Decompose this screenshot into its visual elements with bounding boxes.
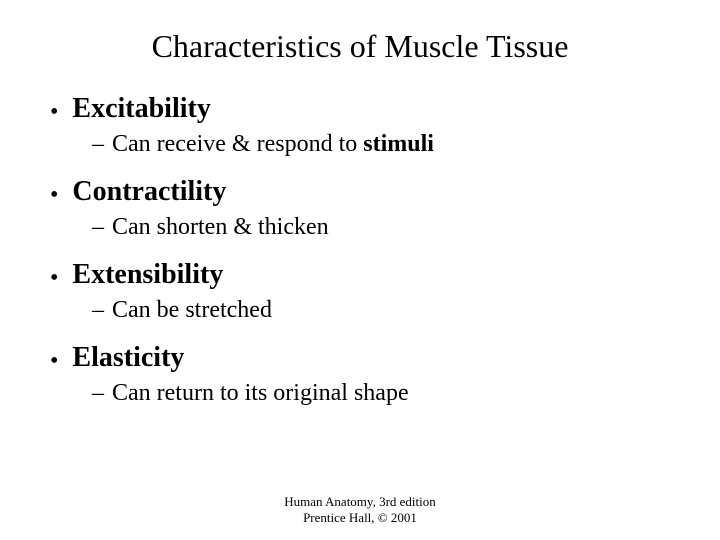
bullet-icon: • — [50, 266, 58, 290]
footer-line-1: Human Anatomy, 3rd edition — [0, 494, 720, 510]
bullet-heading: Excitability — [72, 93, 210, 125]
sub-text: Can return to its original shape — [112, 380, 409, 407]
sub-text: Can receive & respond to stimuli — [112, 131, 434, 158]
bullet-item: • Excitability — [50, 93, 680, 125]
dash-icon: – — [92, 214, 104, 241]
sub-item: – Can return to its original shape — [50, 380, 680, 407]
bullet-icon: • — [50, 100, 58, 124]
slide: Characteristics of Muscle Tissue • Excit… — [0, 0, 720, 540]
footer-line-2: Prentice Hall, © 2001 — [0, 510, 720, 526]
sub-prefix: Can be stretched — [112, 297, 272, 323]
bullet-heading: Extensibility — [72, 259, 223, 291]
bullet-icon: • — [50, 183, 58, 207]
sub-item: – Can receive & respond to stimuli — [50, 131, 680, 158]
content-area: • Excitability – Can receive & respond t… — [40, 93, 680, 407]
sub-text: Can shorten & thicken — [112, 214, 329, 241]
dash-icon: – — [92, 131, 104, 158]
bullet-item: • Extensibility — [50, 259, 680, 291]
sub-item: – Can be stretched — [50, 297, 680, 324]
sub-bold: stimuli — [363, 131, 434, 157]
bullet-item: • Contractility — [50, 176, 680, 208]
sub-prefix: Can return to its original shape — [112, 380, 409, 406]
bullet-heading: Elasticity — [72, 342, 184, 374]
footer: Human Anatomy, 3rd edition Prentice Hall… — [0, 494, 720, 527]
sub-text: Can be stretched — [112, 297, 272, 324]
sub-prefix: Can shorten & thicken — [112, 214, 329, 240]
dash-icon: – — [92, 380, 104, 407]
dash-icon: – — [92, 297, 104, 324]
slide-title: Characteristics of Muscle Tissue — [40, 28, 680, 65]
sub-item: – Can shorten & thicken — [50, 214, 680, 241]
bullet-icon: • — [50, 349, 58, 373]
bullet-item: • Elasticity — [50, 342, 680, 374]
sub-prefix: Can receive & respond to — [112, 131, 363, 157]
bullet-heading: Contractility — [72, 176, 226, 208]
